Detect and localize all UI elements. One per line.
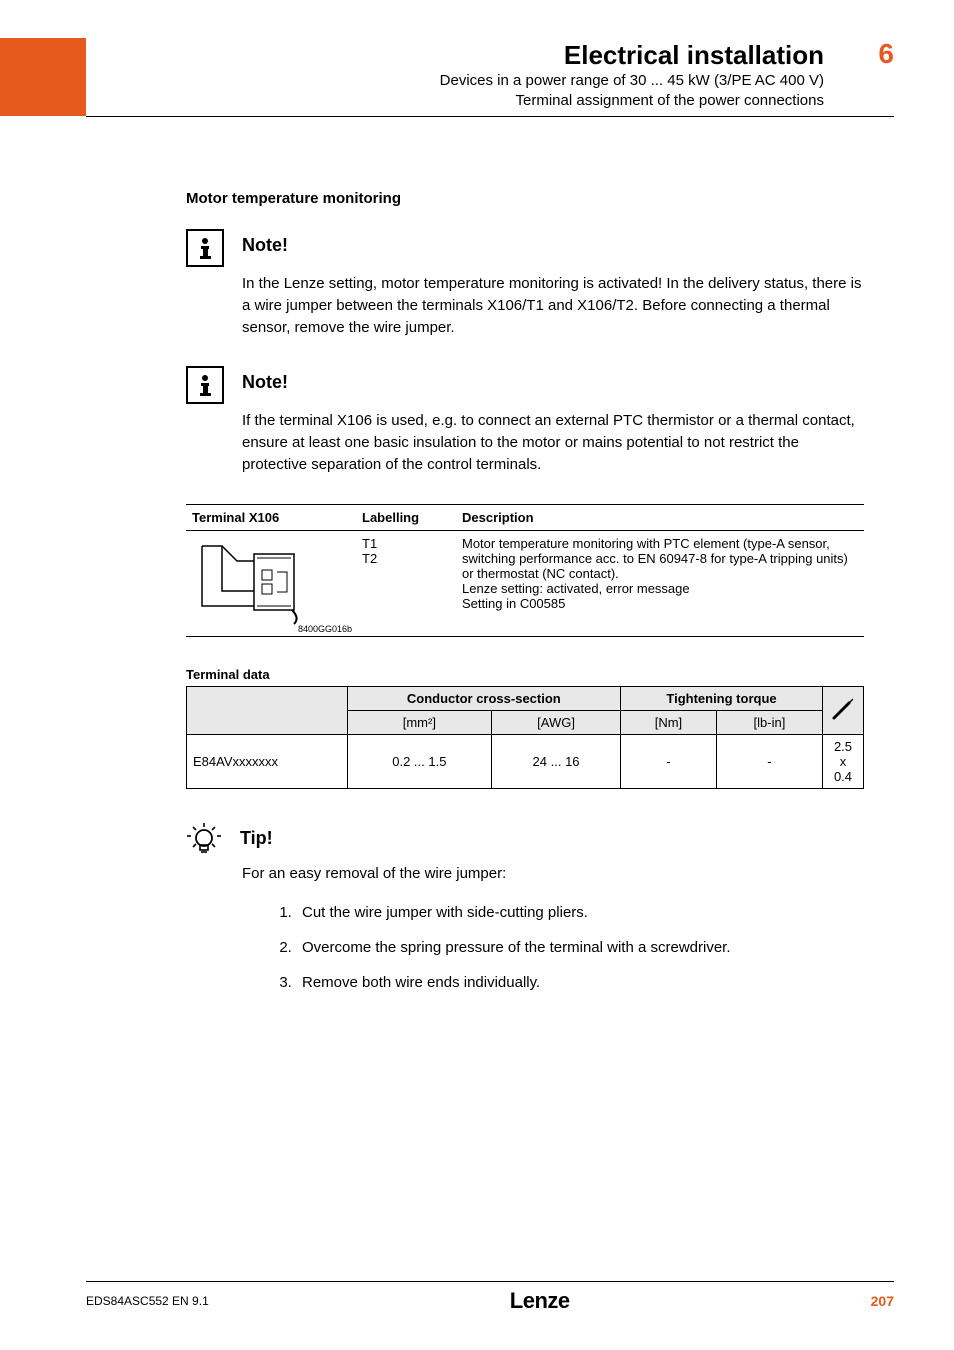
th-torque: Tightening torque	[621, 686, 823, 710]
note-label: Note!	[242, 229, 288, 256]
tip-step: Overcome the spring pressure of the term…	[296, 934, 864, 961]
note-block: Note! If the terminal X106 is used, e.g.…	[186, 366, 864, 475]
td-mm2: 0.2 ... 1.5	[347, 734, 491, 788]
th-blank	[187, 686, 348, 734]
th-mm2: [mm²]	[347, 710, 491, 734]
header-text-block: Electrical installation Devices in a pow…	[0, 38, 954, 112]
footer-logo: Lenze	[510, 1288, 570, 1314]
th-terminal: Terminal X106	[186, 504, 356, 530]
header-band: Electrical installation Devices in a pow…	[0, 38, 954, 116]
th-conductor: Conductor cross-section	[347, 686, 620, 710]
chapter-number: 6	[878, 38, 894, 70]
info-icon	[186, 229, 224, 267]
content-area: Motor temperature monitoring Note! In th…	[186, 190, 864, 1004]
lightbulb-icon	[186, 821, 222, 857]
footer-page-number: 207	[871, 1293, 894, 1309]
terminal-table: Terminal X106 Labelling Description	[186, 504, 864, 637]
td-nm: -	[621, 734, 717, 788]
note-block: Note! In the Lenze setting, motor temper…	[186, 229, 864, 338]
info-icon	[186, 366, 224, 404]
header-title: Electrical installation	[0, 40, 824, 71]
note-label: Note!	[242, 366, 288, 393]
terminal-data-table: Conductor cross-section Tightening torqu…	[186, 686, 864, 789]
tip-intro: For an easy removal of the wire jumper:	[242, 863, 864, 886]
th-description: Description	[456, 504, 864, 530]
tip-label: Tip!	[240, 828, 273, 849]
tip-steps-list: Cut the wire jumper with side-cutting pl…	[296, 899, 864, 996]
terminal-image-caption: 8400GG016b	[298, 624, 352, 634]
th-screwdriver-icon	[823, 686, 864, 734]
header-sub1: Devices in a power range of 30 ... 45 kW…	[0, 71, 824, 91]
description-cell: Motor temperature monitoring with PTC el…	[456, 530, 864, 636]
th-lbin: [lb-in]	[716, 710, 822, 734]
footer: EDS84ASC552 EN 9.1 Lenze 207	[86, 1281, 894, 1314]
terminal-data-heading: Terminal data	[186, 667, 864, 682]
td-awg: 24 ... 16	[492, 734, 621, 788]
th-labelling: Labelling	[356, 504, 456, 530]
note-body: If the terminal X106 is used, e.g. to co…	[242, 410, 864, 475]
accent-bar	[0, 38, 86, 116]
tip-step: Cut the wire jumper with side-cutting pl…	[296, 899, 864, 926]
td-tool: 2.5 x 0.4	[823, 734, 864, 788]
terminal-image-cell: 8400GG016b	[186, 530, 356, 636]
footer-doc-id: EDS84ASC552 EN 9.1	[86, 1294, 209, 1308]
td-lbin: -	[716, 734, 822, 788]
tip-block: Tip! For an easy removal of the wire jum…	[186, 821, 864, 997]
th-nm: [Nm]	[621, 710, 717, 734]
th-awg: [AWG]	[492, 710, 621, 734]
note-body: In the Lenze setting, motor temperature …	[242, 273, 864, 338]
terminal-data-section: Terminal data Conductor cross-section Ti…	[186, 667, 864, 789]
tip-step: Remove both wire ends individually.	[296, 969, 864, 996]
header-underline	[86, 116, 894, 117]
header-sub2: Terminal assignment of the power connect…	[0, 91, 824, 111]
section-heading: Motor temperature monitoring	[186, 190, 864, 207]
td-device: E84AVxxxxxxx	[187, 734, 348, 788]
labelling-cell: T1 T2	[356, 530, 456, 636]
